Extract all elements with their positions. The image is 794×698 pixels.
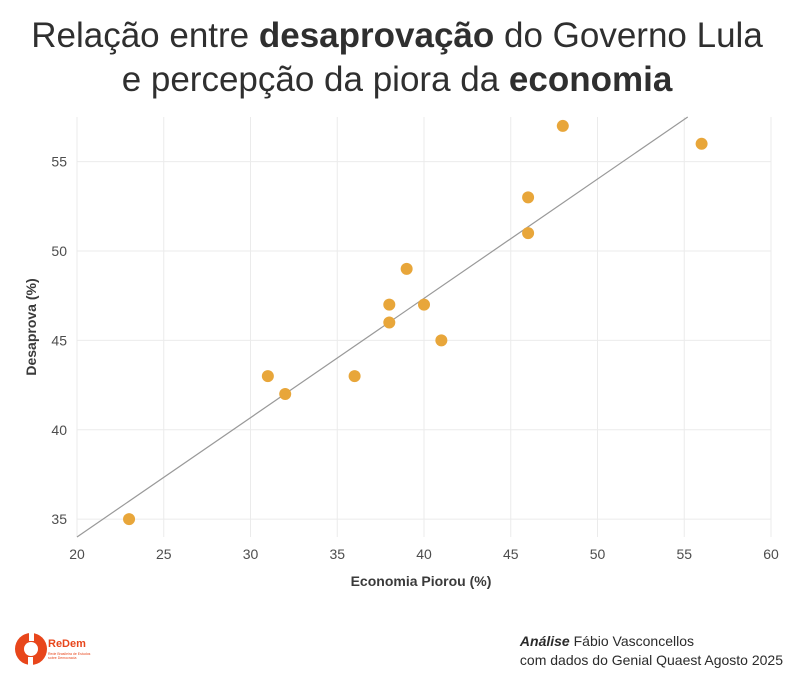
y-tick-label: 50 <box>51 243 67 259</box>
data-point <box>556 119 569 132</box>
x-tick-label: 30 <box>243 546 259 562</box>
data-point <box>123 513 136 526</box>
redem-logo-icon <box>15 631 47 667</box>
data-point <box>279 388 292 401</box>
credit-author: Fábio Vasconcellos <box>569 633 694 649</box>
data-point <box>261 370 274 383</box>
title-text: Relação entre <box>31 16 259 55</box>
x-tick-label: 50 <box>590 546 606 562</box>
scatter-chart: 20 25 30 35 40 45 50 55 60 35 40 45 50 55 Economia Pio… <box>23 116 779 589</box>
data-point <box>522 191 535 204</box>
data-point <box>418 298 430 311</box>
x-tick-label: 45 <box>503 546 519 562</box>
brand-name: ReDem <box>48 638 86 650</box>
y-tick-label: 40 <box>51 422 67 438</box>
x-tick-label: 25 <box>156 546 172 562</box>
y-axis-label: Desaprova (%) <box>23 278 39 375</box>
x-tick-label: 40 <box>416 546 432 562</box>
credit-label: Análise <box>519 633 570 649</box>
data-point <box>522 227 535 240</box>
y-tick-label: 45 <box>51 332 67 348</box>
data-point <box>383 298 396 311</box>
title-text: do Governo Lula <box>494 16 763 55</box>
x-tick-label: 60 <box>763 546 779 562</box>
credit-author-line: Análise Fábio Vasconcellos <box>520 632 783 651</box>
data-point <box>400 262 413 275</box>
credit-source: com dados do Genial Quaest Agosto 2025 <box>519 652 783 668</box>
data-point <box>348 370 361 383</box>
data-point <box>383 316 396 329</box>
title-line-1: Relação entre desaprovação do Governo Lu… <box>0 14 794 58</box>
credit-block: Análise Fábio Vasconcellos com dados do … <box>520 632 783 670</box>
x-tick-label: 20 <box>69 546 85 562</box>
y-tick-label: 55 <box>51 154 67 170</box>
brand-tagline: Rede Brasileira de Estudos sobre Democra… <box>48 652 91 660</box>
x-tick-label: 55 <box>676 546 692 562</box>
x-axis-label: Economia Piorou (%) <box>351 573 492 589</box>
data-point <box>435 334 448 347</box>
title-emphasis-economy: economia <box>508 60 673 99</box>
title-text: e percepção da piora da <box>121 60 509 99</box>
title-emphasis-disapproval: desaprovação <box>258 16 495 55</box>
chart-title: Relação entre desaprovação do Governo Lu… <box>0 14 794 102</box>
trend-line <box>76 116 689 538</box>
data-point <box>695 137 708 150</box>
y-tick-label: 35 <box>51 511 67 527</box>
x-tick-label: 35 <box>329 546 345 562</box>
title-line-2: e percepção da piora da economia <box>0 58 794 102</box>
